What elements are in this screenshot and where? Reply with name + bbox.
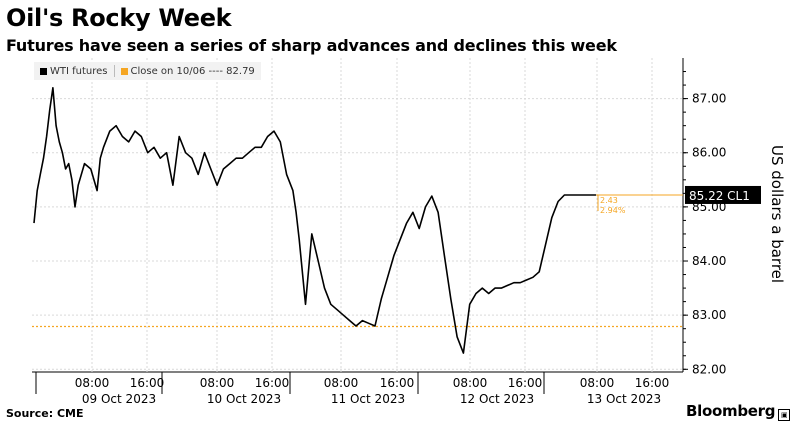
source-note: Source: CME [6,407,84,420]
x-tick-label: 08:00 [75,376,110,390]
change-annotation-abs: 2.43 [600,196,618,205]
x-date-label: 09 Oct 2023 [82,392,156,406]
y-tick-label: 84.00 [692,254,726,268]
last-value-label-bg [685,185,761,204]
chart-legend: WTI futures Close on 10/06 ---- 82.79 [34,62,261,80]
x-tick-label: 16:00 [130,376,165,390]
legend-item-wti: WTI futures [40,66,108,77]
legend-separator [113,65,115,77]
y-axis-label: US dollars a barrel [768,145,786,283]
chart-subtitle: Futures have seen a series of sharp adva… [6,36,617,55]
x-tick-label: 16:00 [380,376,415,390]
x-tick-label: 08:00 [453,376,488,390]
legend-swatch-wti [40,67,47,75]
legend-item-close: Close on 10/06 ---- 82.79 [120,65,255,77]
x-tick-label: 08:00 [324,376,359,390]
y-tick-label: 87.00 [692,92,726,106]
x-tick-label: 16:00 [508,376,543,390]
series-line-wti [33,87,596,354]
change-annotation-pct: 2.94% [600,206,626,215]
brand-name: Bloomberg [686,402,776,420]
y-tick-label: 83.00 [692,308,726,322]
bloomberg-mark-icon: ▣ [778,409,791,421]
x-tick-label: 08:00 [200,376,235,390]
last-value-label: 85.22 CL1 [689,189,750,203]
bloomberg-logo: Bloomberg ▣ [686,402,791,421]
chart-title: Oil's Rocky Week [6,4,232,32]
x-date-label: 10 Oct 2023 [207,392,281,406]
x-tick-label: 16:00 [255,376,290,390]
legend-swatch-close [120,67,128,75]
legend-label-wti: WTI futures [50,65,108,77]
x-date-label: 13 Oct 2023 [587,392,661,406]
legend-label-close: Close on 10/06 ---- 82.79 [130,65,255,77]
x-tick-label: 08:00 [580,376,615,390]
x-date-label: 11 Oct 2023 [331,392,405,406]
x-date-label: 12 Oct 2023 [460,392,534,406]
y-tick-label: 82.00 [692,362,726,376]
x-tick-label: 16:00 [635,376,670,390]
y-tick-label: 86.00 [692,146,726,160]
